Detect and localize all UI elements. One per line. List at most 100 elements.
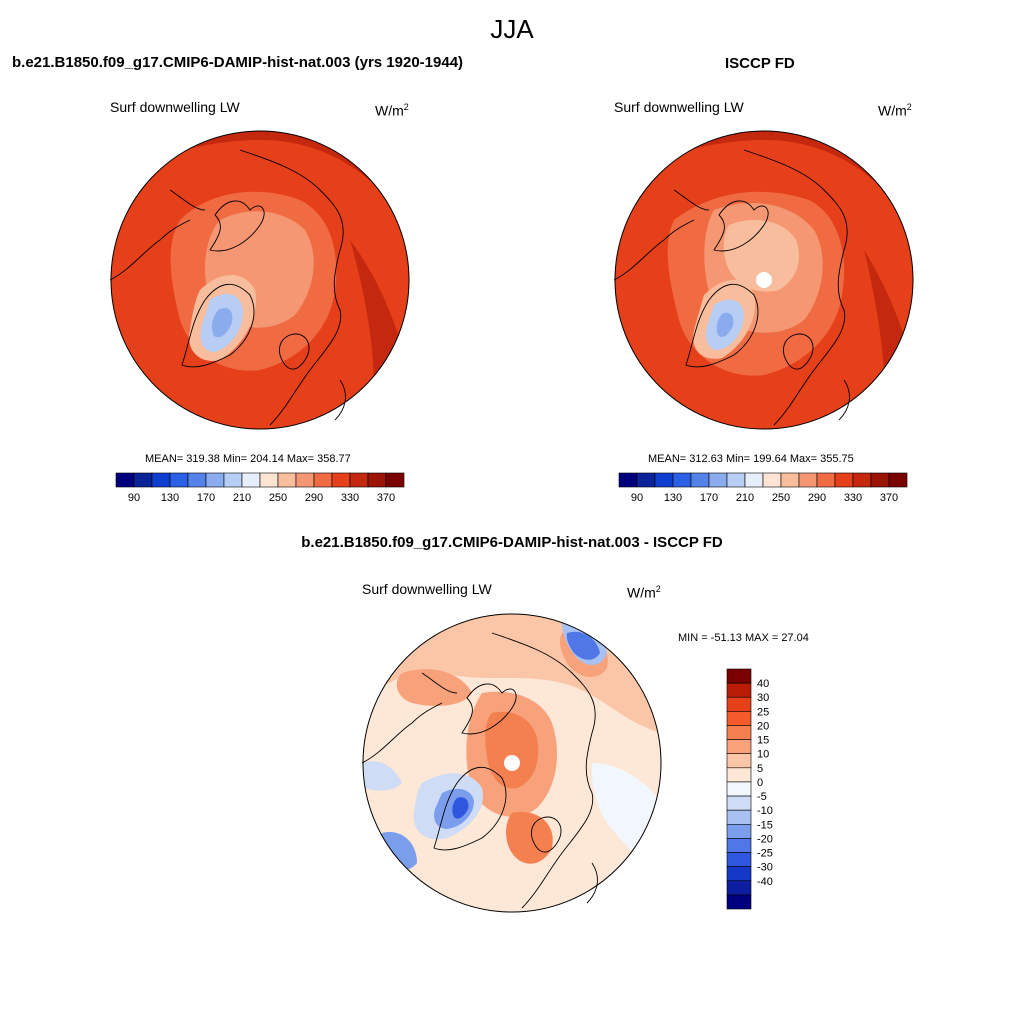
- left-colorbar-tick-label: 290: [305, 492, 323, 504]
- diff-colorbar-swatch: [726, 894, 752, 910]
- diff-colorbar-swatch: [726, 711, 752, 726]
- left-variable-label: Surf downwelling LW: [110, 99, 240, 115]
- right-colorbar-swatch: [672, 472, 692, 488]
- left-colorbar-swatch: [223, 472, 243, 488]
- diff-colorbar-swatch: [726, 767, 752, 783]
- right-colorbar-swatch: [852, 472, 872, 488]
- diff-pole-hole: [504, 755, 520, 771]
- left-colorbar-tick-label: 370: [377, 492, 395, 504]
- diff-variable-label: Surf downwelling LW: [362, 581, 492, 597]
- diff-colorbar-swatch: [726, 880, 752, 896]
- right-colorbar-swatch: [870, 472, 890, 488]
- left-colorbar-tick-label: 250: [269, 492, 287, 504]
- diff-colorbar: 40 30 25 20 15 10 5 0 -5 -10 -15 -20 -25 -30 -40: [726, 668, 773, 910]
- right-colorbar-swatch: [654, 472, 674, 488]
- right-colorbar-tick-label: 210: [736, 492, 754, 504]
- left-colorbar-swatch: [385, 472, 405, 488]
- right-colorbar-tick-label: 290: [808, 492, 826, 504]
- right-colorbar: 90 130 170 210 250 290 330 370: [618, 472, 908, 504]
- left-colorbar-tick-label: 330: [341, 492, 359, 504]
- left-polar-map: [109, 130, 410, 430]
- right-variable-label: Surf downwelling LW: [614, 99, 744, 115]
- left-colorbar-swatch: [277, 472, 297, 488]
- diff-units-label: W/m2: [627, 584, 661, 601]
- left-colorbar-swatch: [313, 472, 333, 488]
- right-colorbar-swatch: [888, 472, 908, 488]
- diff-stats: MIN = -51.13 MAX = 27.04: [678, 632, 809, 644]
- left-colorbar-swatch: [259, 472, 279, 488]
- diff-colorbar-tick-label: 20: [757, 720, 769, 732]
- diff-colorbar-tick-label: -5: [757, 791, 767, 803]
- right-colorbar-swatch: [780, 472, 800, 488]
- diff-colorbar-tick-label: 5: [757, 763, 763, 775]
- diff-colorbar-swatch: [726, 739, 752, 755]
- left-colorbar-swatch: [241, 472, 261, 488]
- diff-colorbar-swatch: [726, 682, 752, 698]
- diff-colorbar-tick-label: 10: [757, 749, 769, 761]
- right-colorbar-swatch: [636, 472, 656, 488]
- left-colorbar-swatch: [115, 472, 135, 488]
- diff-colorbar-tick-label: 0: [757, 777, 763, 789]
- right-colorbar-tick-label: 370: [880, 492, 898, 504]
- diff-colorbar-tick-label: -25: [757, 848, 773, 860]
- right-polar-map: [613, 130, 914, 430]
- diff-colorbar-tick-label: -10: [757, 805, 773, 817]
- left-colorbar-swatch: [367, 472, 387, 488]
- right-colorbar-swatch: [762, 472, 782, 488]
- diff-colorbar-swatch: [726, 852, 752, 867]
- right-stats: MEAN= 312.63 Min= 199.64 Max= 355.75: [648, 453, 854, 465]
- left-stats: MEAN= 319.38 Min= 204.14 Max= 358.77: [145, 453, 351, 465]
- left-colorbar-tick-label: 90: [128, 492, 140, 504]
- diff-colorbar-swatch: [726, 725, 752, 740]
- right-pole-hole: [756, 272, 772, 288]
- diff-colorbar-swatch: [726, 696, 752, 712]
- left-units-label: W/m2: [375, 102, 409, 119]
- diff-colorbar-tick-label: 30: [757, 692, 769, 704]
- diff-colorbar-swatch: [726, 753, 752, 769]
- figure-title: JJA: [490, 14, 534, 44]
- right-colorbar-swatch: [744, 472, 764, 488]
- left-colorbar-tick-label: 210: [233, 492, 251, 504]
- right-colorbar-swatch: [798, 472, 818, 488]
- right-colorbar-tick-label: 170: [700, 492, 718, 504]
- right-colorbar-swatch: [726, 472, 746, 488]
- diff-colorbar-swatch: [726, 781, 752, 797]
- left-colorbar-swatch: [169, 472, 189, 488]
- left-colorbar-swatch: [331, 472, 351, 488]
- right-colorbar-swatch: [618, 472, 638, 488]
- diff-colorbar-tick-label: -40: [757, 876, 773, 888]
- right-colorbar-swatch: [690, 472, 710, 488]
- diff-colorbar-tick-label: 25: [757, 706, 769, 718]
- left-colorbar-tick-label: 130: [161, 492, 179, 504]
- left-colorbar-swatch: [295, 472, 315, 488]
- right-colorbar-swatch: [708, 472, 728, 488]
- left-colorbar-swatch: [133, 472, 153, 488]
- diff-colorbar-swatch: [726, 809, 752, 825]
- right-colorbar-tick-label: 90: [631, 492, 643, 504]
- diff-colorbar-tick-label: 40: [757, 678, 769, 690]
- left-colorbar-swatch: [349, 472, 369, 488]
- right-units-label: W/m2: [878, 102, 912, 119]
- right-colorbar-swatch: [816, 472, 836, 488]
- diff-colorbar-tick-label: -20: [757, 833, 773, 845]
- diff-colorbar-swatch: [726, 823, 752, 839]
- diff-colorbar-tick-label: 15: [757, 735, 769, 747]
- left-colorbar-tick-label: 170: [197, 492, 215, 504]
- right-colorbar-swatch: [834, 472, 854, 488]
- left-panel-title: b.e21.B1850.f09_g17.CMIP6-DAMIP-hist-nat…: [12, 54, 464, 71]
- left-colorbar-swatch: [205, 472, 225, 488]
- right-colorbar-tick-label: 130: [664, 492, 682, 504]
- right-colorbar-tick-label: 250: [772, 492, 790, 504]
- right-colorbar-tick-label: 330: [844, 492, 862, 504]
- diff-polar-map: [361, 613, 662, 913]
- diff-colorbar-swatch: [726, 838, 752, 853]
- left-colorbar-swatch: [187, 472, 207, 488]
- right-panel-title: ISCCP FD: [725, 55, 795, 72]
- diff-panel-title: b.e21.B1850.f09_g17.CMIP6-DAMIP-hist-nat…: [301, 534, 723, 551]
- diff-colorbar-tick-label: -30: [757, 862, 773, 874]
- diff-colorbar-swatch: [726, 668, 752, 684]
- diff-colorbar-swatch: [726, 866, 752, 882]
- left-colorbar: 90 130 170 210 250 290 330 370: [115, 472, 405, 504]
- diff-colorbar-tick-label: -15: [757, 819, 773, 831]
- diff-colorbar-swatch: [726, 795, 752, 811]
